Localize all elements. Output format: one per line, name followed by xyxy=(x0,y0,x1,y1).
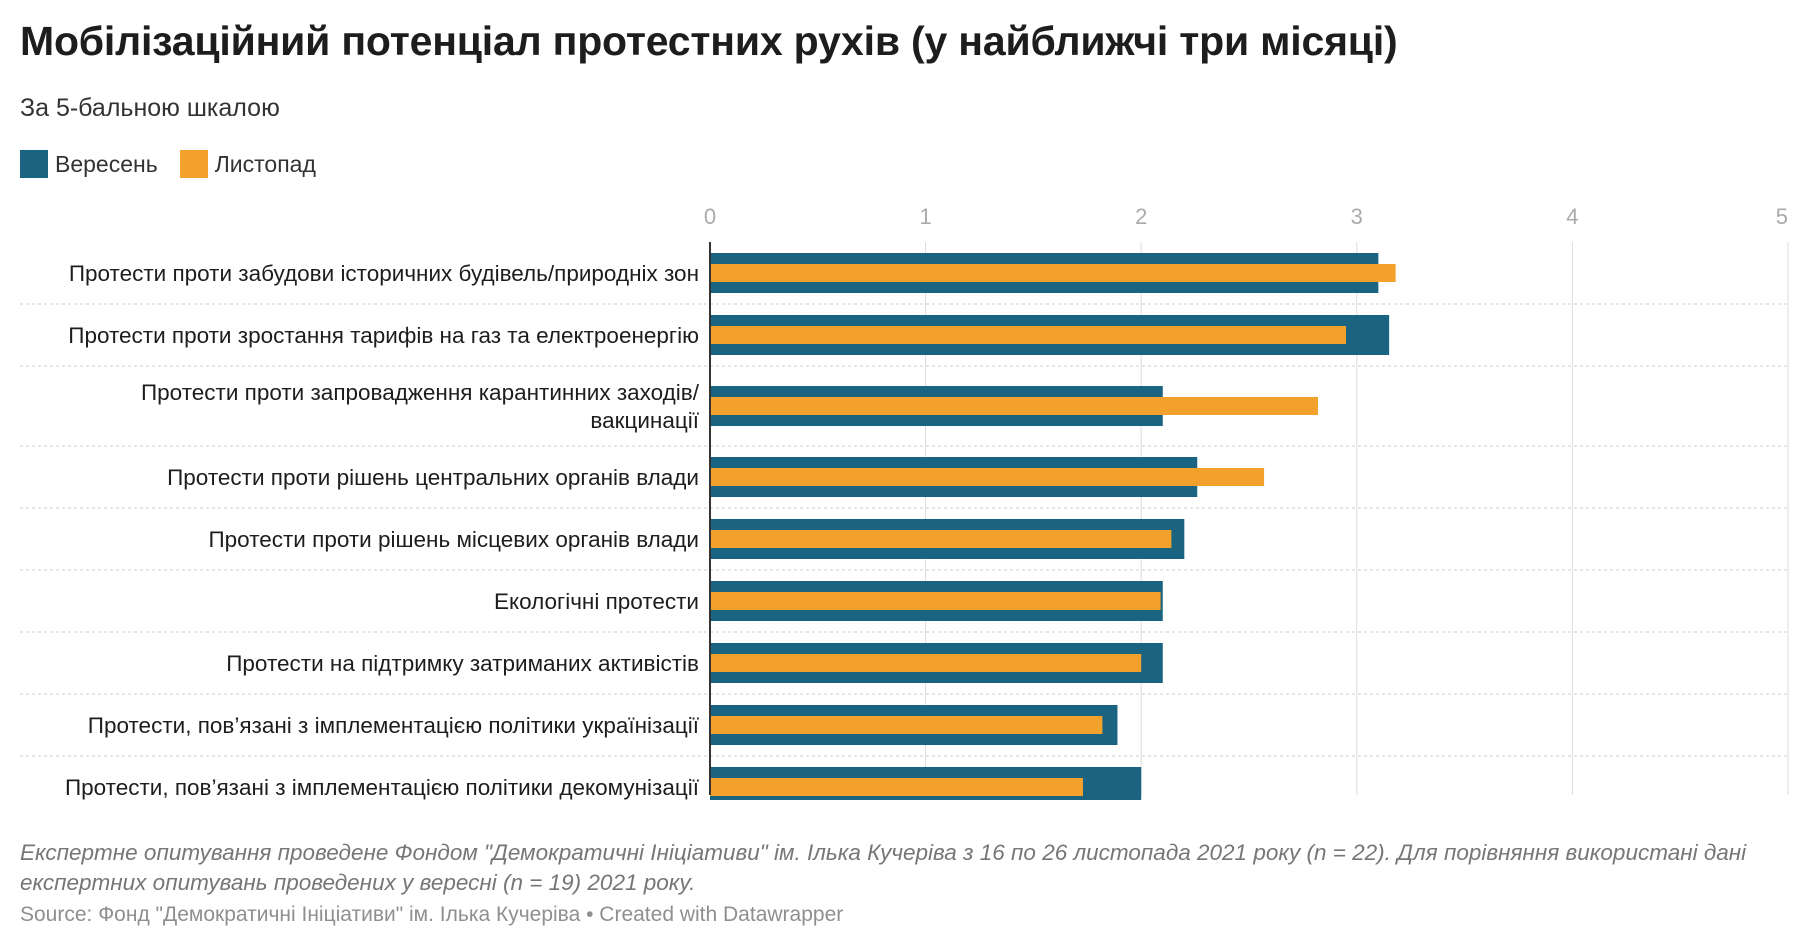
x-tick-label: 1 xyxy=(919,204,931,229)
category-label: Екологічні протести xyxy=(494,589,699,614)
x-tick-label: 0 xyxy=(704,204,716,229)
bar-november xyxy=(710,716,1103,734)
legend: Вересень Листопад xyxy=(20,150,338,178)
category-label: Протести проти забудови історичних будів… xyxy=(69,261,699,286)
bar-november xyxy=(710,778,1083,796)
category-label: Протести, пов’язані з імплементацією пол… xyxy=(88,713,700,738)
chart-source: Source: Фонд "Демократичні Ініціативи" і… xyxy=(20,903,844,926)
x-tick-label: 4 xyxy=(1566,204,1578,229)
category-label: Протести проти запровадження карантинних… xyxy=(141,380,700,405)
category-label: Протести проти зростання тарифів на газ … xyxy=(68,323,699,348)
x-tick-label: 2 xyxy=(1135,204,1147,229)
x-tick-label: 3 xyxy=(1351,204,1363,229)
legend-label-november: Листопад xyxy=(214,150,316,177)
legend-swatch-november xyxy=(179,150,208,178)
legend-item-november: Листопад xyxy=(179,150,316,178)
category-label: Протести проти рішень центральних органі… xyxy=(167,465,699,490)
bar-november xyxy=(710,326,1347,344)
x-tick-label: 5 xyxy=(1776,204,1788,229)
category-label: Протести, пов’язані з імплементацією пол… xyxy=(65,775,700,800)
bar-november xyxy=(710,592,1161,610)
category-label: Протести проти рішень місцевих органів в… xyxy=(208,527,699,552)
chart-notes: Експертне опитування проведене Фондом "Д… xyxy=(20,840,1747,895)
legend-label-september: Вересень xyxy=(55,150,158,177)
bar-november xyxy=(710,397,1318,415)
legend-swatch-september xyxy=(20,150,48,178)
category-label: Протести на підтримку затриманих активіс… xyxy=(226,651,699,676)
chart-subtitle: За 5-бальною шкалою xyxy=(20,94,280,122)
bar-november xyxy=(710,264,1396,282)
legend-item-september: Вересень xyxy=(20,150,158,178)
bar-chart: 0 1 2 3 4 5 Протести проти забудови історичних… xyxy=(20,204,1789,800)
bar-november xyxy=(710,654,1142,672)
chart-title: Мобілізаційний потенціал протестних рухі… xyxy=(20,18,1398,64)
bar-november xyxy=(710,468,1265,486)
category-label: вакцинації xyxy=(590,408,699,433)
bar-november xyxy=(710,530,1172,548)
